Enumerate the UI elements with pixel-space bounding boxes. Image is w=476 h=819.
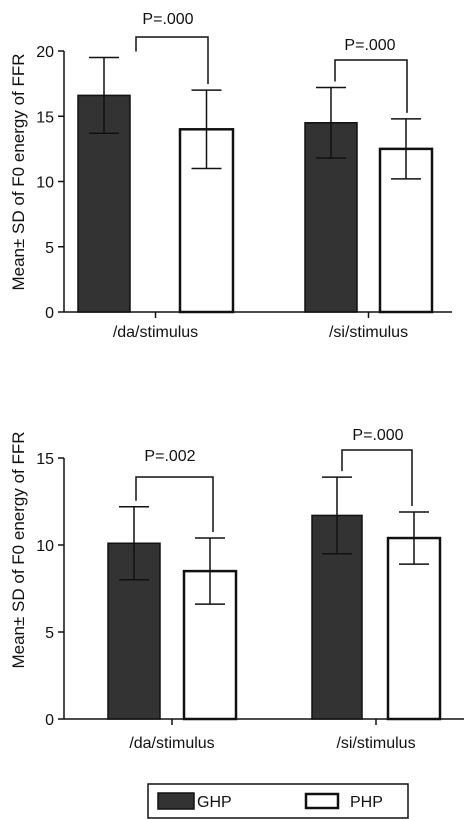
y-tick-label: 15 — [36, 109, 54, 126]
x-tick-label: /si/stimulus — [336, 735, 415, 752]
significance-bracket — [341, 449, 413, 506]
x-tick-label: /si/stimulus — [329, 324, 408, 341]
y-tick-label: 5 — [45, 625, 54, 642]
y-tick-label: 15 — [36, 451, 54, 468]
significance-bracket — [135, 476, 214, 533]
p-value-label: P=.000 — [344, 37, 395, 54]
legend-swatch-php — [304, 792, 340, 810]
significance-bracket — [135, 36, 209, 85]
bar-php — [386, 536, 442, 721]
p-value-label: P=.002 — [144, 448, 195, 465]
y-tick-label: 10 — [36, 538, 54, 555]
chart-bottom: Mean± SD of F0 energy of FFR 0 5 10 15/da/s… — [9, 427, 464, 752]
legend: GHP PHP — [147, 783, 409, 819]
significance-bracket — [334, 59, 408, 113]
legend-label-ghp: GHP — [197, 794, 232, 811]
y-tick-label: 5 — [45, 240, 54, 257]
y-tick-label: 20 — [36, 44, 54, 61]
x-tick-label: /da/stimulus — [113, 324, 198, 341]
legend-label-php: PHP — [350, 794, 383, 811]
y-axis-label: Mean± SD of F0 energy of FFR — [9, 53, 28, 290]
p-value-label: P=.000 — [352, 427, 403, 444]
y-tick-label: 0 — [45, 712, 54, 729]
chart-top: Mean± SD of F0 energy of FFR 0 5 10 15 20/da… — [9, 11, 452, 341]
p-value-label: P=.000 — [142, 11, 193, 28]
x-tick-label: /da/stimulus — [129, 735, 214, 752]
y-tick-label: 0 — [45, 305, 54, 322]
y-tick-label: 10 — [36, 175, 54, 192]
y-axis-label: Mean± SD of F0 energy of FFR — [9, 431, 28, 668]
legend-swatch-ghp — [157, 792, 195, 810]
